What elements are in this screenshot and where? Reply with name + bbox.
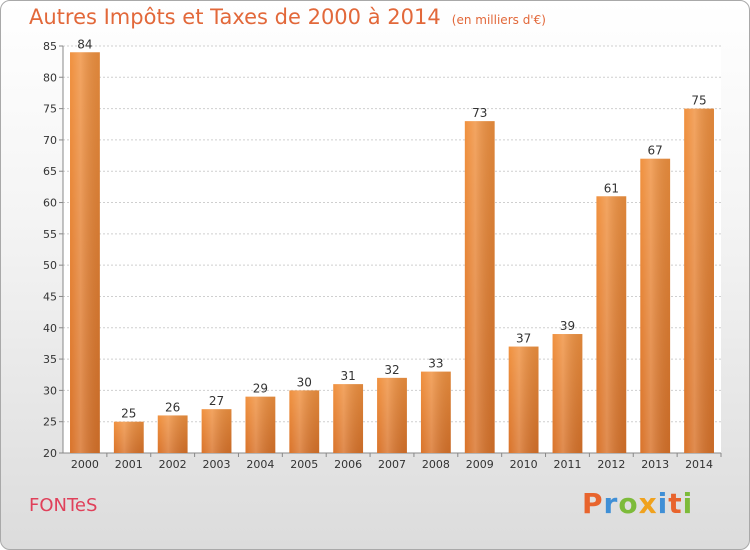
y-tick-label: 20	[43, 447, 57, 460]
x-tick-label: 2000	[71, 458, 99, 471]
x-tick-label: 2003	[203, 458, 231, 471]
data-label: 33	[428, 357, 443, 371]
x-tick-label: 2013	[641, 458, 669, 471]
y-tick-label: 70	[43, 134, 57, 147]
logo-letter: x	[638, 487, 658, 520]
x-tick-label: 2011	[553, 458, 581, 471]
y-tick-label: 65	[43, 165, 57, 178]
y-tick-label: 35	[43, 353, 57, 366]
data-label: 25	[121, 407, 136, 421]
data-label: 61	[604, 181, 619, 195]
data-label: 84	[77, 37, 92, 51]
title-row: Autres Impôts et Taxes de 2000 à 2014 (e…	[29, 5, 546, 29]
data-label: 37	[516, 332, 531, 346]
chart-title: Autres Impôts et Taxes de 2000 à 2014	[29, 5, 441, 29]
bar-sheen	[508, 346, 539, 453]
x-axis-ticks: 2000 2001 2002 2003 2004 2005 2006 2007 2008 2009…	[71, 453, 722, 471]
data-label: 29	[253, 382, 268, 396]
x-tick-label: 2004	[246, 458, 274, 471]
commune-name: FONTeS	[29, 495, 98, 516]
y-tick-label: 55	[43, 228, 57, 241]
x-tick-label: 2012	[597, 458, 625, 471]
bar-sheen	[113, 421, 144, 453]
logo-letter: i	[682, 487, 694, 520]
y-tick-label: 40	[43, 322, 57, 335]
data-label: 32	[384, 363, 399, 377]
y-tick-label: 25	[43, 416, 57, 429]
bar-sheen	[596, 196, 627, 453]
data-label: 31	[340, 369, 355, 383]
bar-sheen	[157, 415, 188, 453]
logo-letter: r	[603, 487, 619, 520]
data-labels: 84 25 26 27 29 30 31 32 33 73 37 39 61 67 75	[77, 37, 706, 420]
data-label: 75	[691, 94, 706, 108]
y-tick-label: 80	[43, 71, 57, 84]
data-label: 30	[297, 375, 312, 389]
x-tick-label: 2005	[290, 458, 318, 471]
logo-letter: P	[582, 487, 604, 520]
y-tick-label: 45	[43, 290, 57, 303]
y-tick-label: 85	[43, 40, 57, 53]
bar-sheen	[333, 384, 364, 453]
x-tick-label: 2007	[378, 458, 406, 471]
y-tick-label: 50	[43, 259, 57, 272]
data-label: 73	[472, 106, 487, 120]
data-label: 39	[560, 319, 575, 333]
bar-sheen	[201, 409, 232, 453]
logo-letter: t	[668, 487, 683, 520]
x-tick-label: 2008	[422, 458, 450, 471]
y-axis-ticks: 20 25 30 35 40 45 50 55 60 65 70 75 80 85	[43, 40, 63, 460]
proxiti-logo: Proxiti	[582, 487, 693, 520]
chart-subtitle: (en milliers d'€)	[451, 13, 546, 27]
bar-sheen	[289, 390, 320, 453]
y-tick-label: 30	[43, 384, 57, 397]
x-tick-label: 2010	[510, 458, 538, 471]
bar-sheen	[640, 158, 671, 453]
data-label: 26	[165, 400, 180, 414]
logo-letter: i	[657, 487, 669, 520]
data-label: 67	[648, 144, 663, 158]
bar-sheen	[70, 52, 100, 454]
data-label: 27	[209, 394, 224, 408]
y-tick-label: 60	[43, 197, 57, 210]
x-tick-label: 2009	[466, 458, 494, 471]
bar-sheen	[420, 371, 451, 453]
x-tick-label: 2001	[115, 458, 143, 471]
bar-sheen	[684, 108, 714, 453]
bar-sheen	[245, 396, 276, 453]
bar-sheen	[377, 377, 407, 453]
logo-letter: o	[618, 487, 639, 520]
x-tick-label: 2006	[334, 458, 362, 471]
x-tick-label: 2014	[685, 458, 713, 471]
bars	[70, 52, 714, 454]
bar-sheen	[552, 334, 583, 453]
x-tick-label: 2002	[159, 458, 187, 471]
y-tick-label: 75	[43, 103, 57, 116]
bar-sheen	[464, 121, 495, 453]
